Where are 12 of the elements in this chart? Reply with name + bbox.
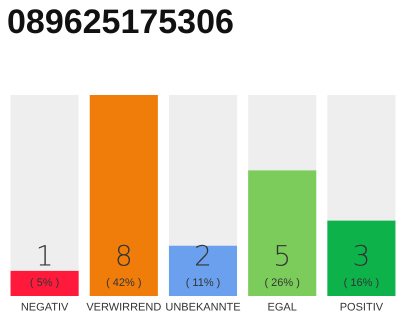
x-tick-label: EGAL [268, 302, 297, 314]
data-label: 1 ( 5% ) [30, 240, 60, 289]
x-tick-label: POSITIV [340, 302, 384, 314]
x-tick-label: VERWIRREND [86, 302, 162, 314]
bar [10, 270, 79, 296]
chart-title: 089625175306 [7, 3, 234, 41]
x-tick-label: UNBEKANNTE [165, 302, 241, 314]
x-tick-label: NEGATIV [20, 302, 69, 314]
data-label: 2 ( 11% ) [186, 240, 220, 289]
data-label: 5 ( 26% ) [264, 240, 300, 289]
data-label: 3 ( 16% ) [344, 240, 380, 289]
data-label: 8 ( 42% ) [106, 240, 142, 289]
